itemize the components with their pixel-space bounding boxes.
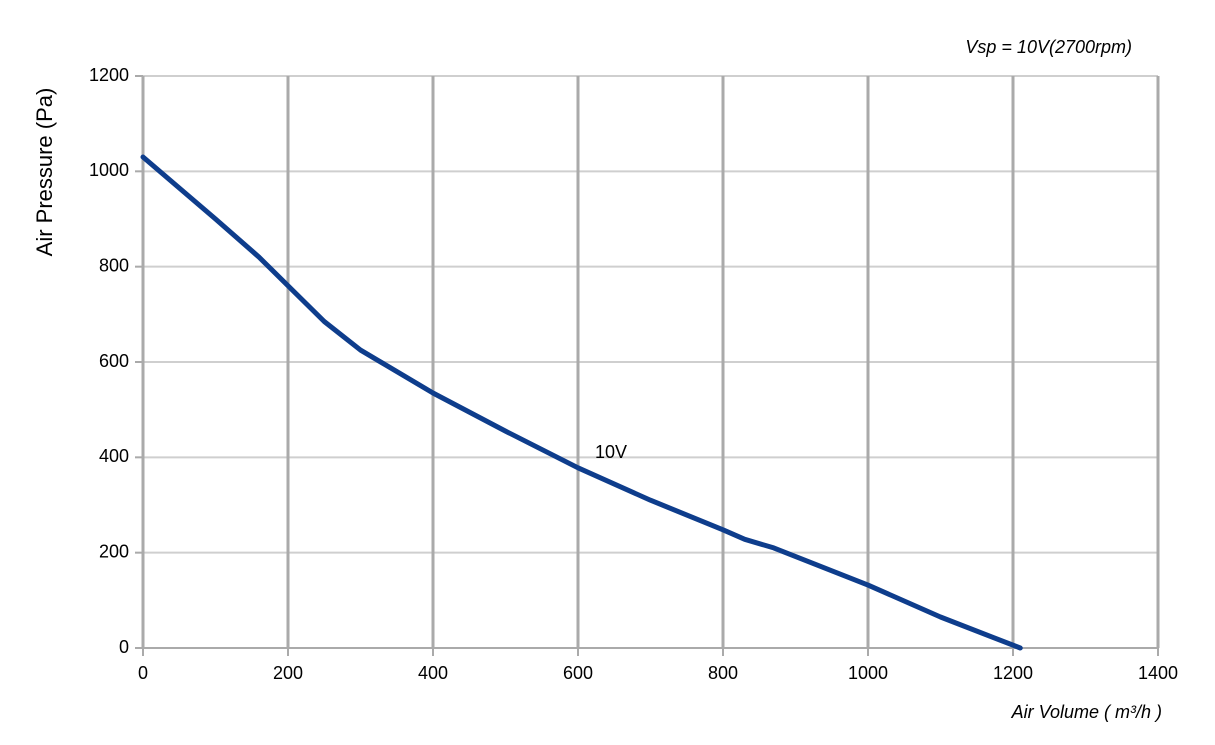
x-tick-label: 400 xyxy=(418,663,448,683)
y-tick-label: 200 xyxy=(99,541,129,561)
chart-title: Vsp = 10V(2700rpm) xyxy=(965,37,1132,57)
x-axis-label: Air Volume ( m³/h ) xyxy=(1011,702,1162,722)
y-tick-label: 600 xyxy=(99,351,129,371)
x-tick-label: 1000 xyxy=(848,663,888,683)
x-tick-label: 1400 xyxy=(1138,663,1178,683)
x-tick-label: 0 xyxy=(138,663,148,683)
y-tick-label: 400 xyxy=(99,446,129,466)
x-tick-label: 1200 xyxy=(993,663,1033,683)
line-series xyxy=(140,154,1023,651)
y-tick-label: 800 xyxy=(99,255,129,275)
x-tick-label: 800 xyxy=(708,663,738,683)
x-tick-label: 200 xyxy=(273,663,303,683)
y-tick-label: 1000 xyxy=(89,160,129,180)
y-tick-label: 0 xyxy=(119,637,129,657)
x-tick-label: 600 xyxy=(563,663,593,683)
y-tick-label: 1200 xyxy=(89,65,129,85)
y-axis-label: Air Pressure (Pa) xyxy=(32,88,57,257)
series-label: 10V xyxy=(595,442,627,462)
